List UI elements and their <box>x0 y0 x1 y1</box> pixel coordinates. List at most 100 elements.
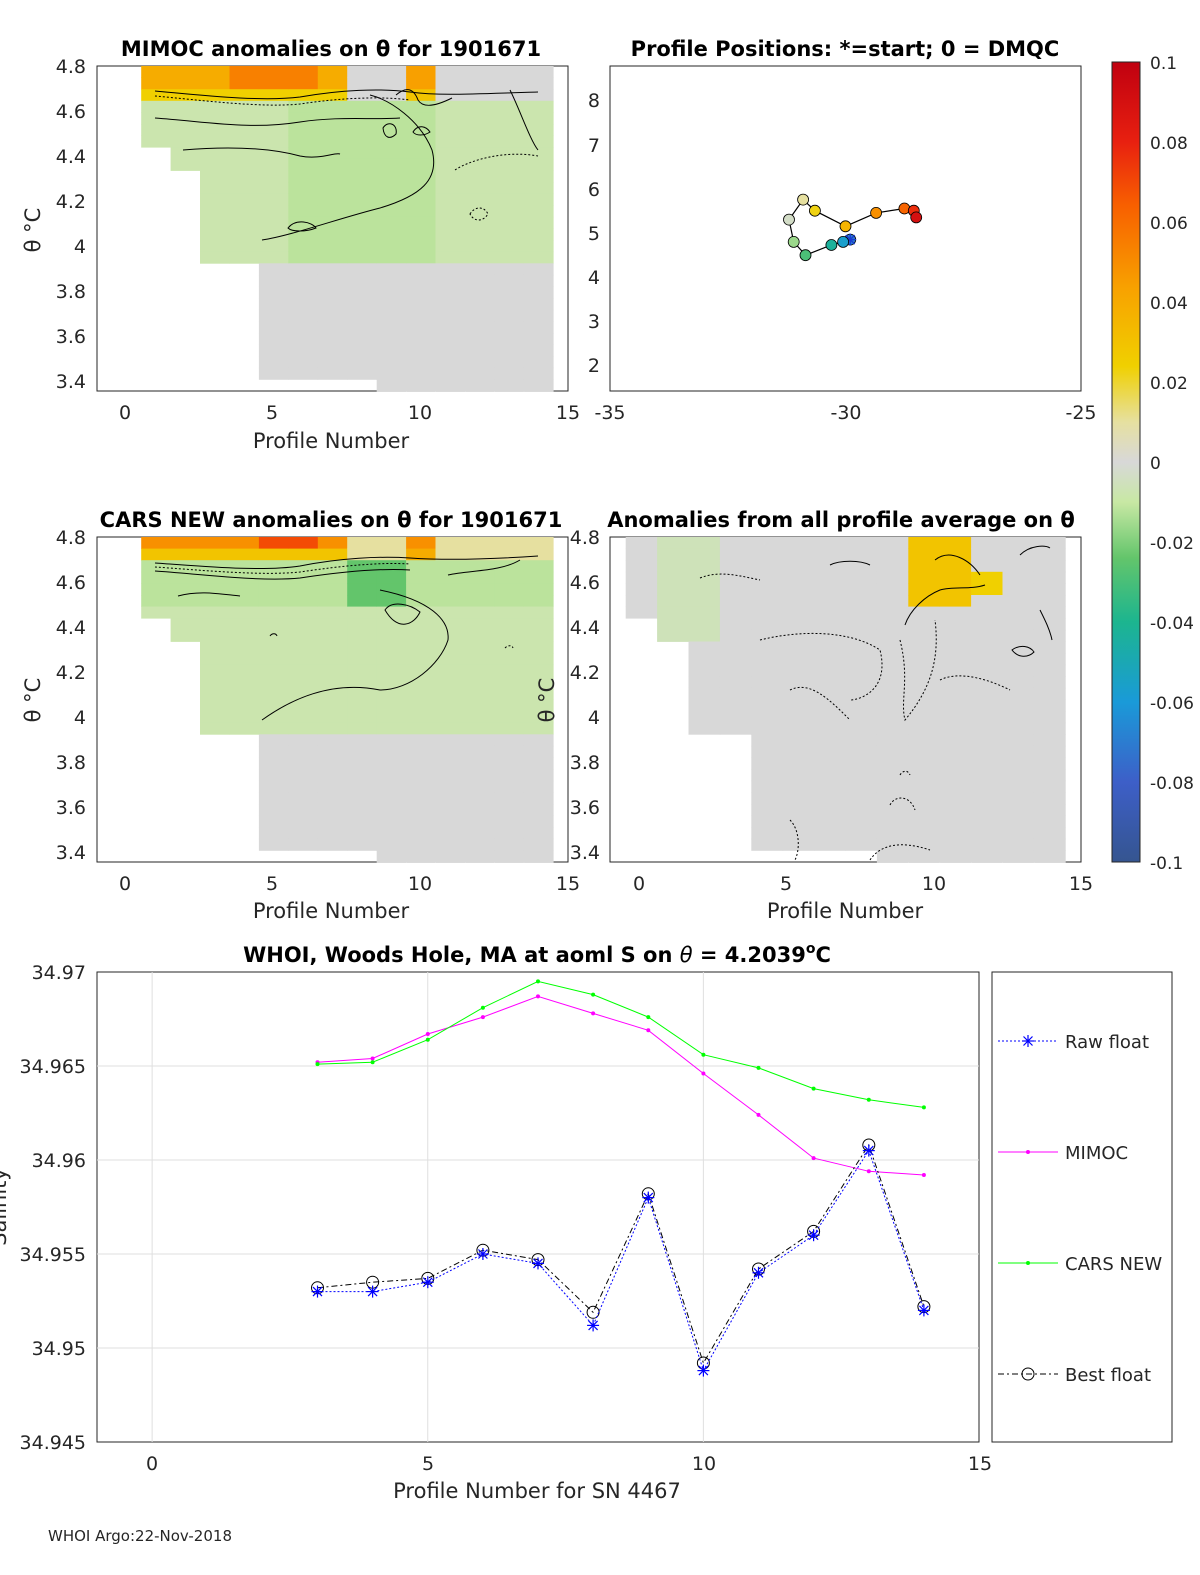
data-point <box>917 1303 931 1318</box>
heatmap-cell <box>229 653 260 666</box>
heatmap-cell <box>170 112 201 125</box>
dot-marker-icon <box>1026 1150 1030 1154</box>
heatmap-cell <box>347 792 377 805</box>
heatmap-cell <box>288 158 319 171</box>
heatmap-cell <box>1002 664 1035 677</box>
heatmap-cell <box>376 251 407 264</box>
heatmap-cell <box>1033 792 1066 805</box>
heatmap-cell <box>523 321 554 334</box>
series-line-raw-float <box>317 1149 925 1372</box>
heatmap-cell <box>523 170 554 183</box>
heatmap-cell <box>258 838 289 851</box>
heatmap-cell <box>317 792 348 805</box>
x-tick-label: 15 <box>1069 873 1093 895</box>
y-tick-label: 4 <box>588 267 600 289</box>
y-tick-label: 3.4 <box>570 842 600 864</box>
heatmap-cell <box>814 687 846 700</box>
heatmap-cell <box>494 379 525 392</box>
x-axis-ticks: -35 -30 -25 <box>594 402 1096 424</box>
data-point <box>310 1284 325 1299</box>
heatmap-cell <box>229 583 260 596</box>
heatmap-cell <box>657 595 689 607</box>
y-tick-label: 34.95 <box>32 1338 86 1360</box>
heatmap-cell <box>258 286 289 299</box>
heatmap-cell <box>435 827 466 840</box>
heatmap-cell <box>200 537 230 549</box>
heatmap-cell <box>141 583 171 596</box>
heatmap-cell <box>376 827 407 840</box>
heatmap-cell <box>814 804 846 816</box>
heatmap-cell <box>845 757 878 770</box>
heatmap-cell <box>494 298 525 311</box>
heatmap-cell <box>876 537 909 549</box>
x-axis-ticks: 0 5 10 15 <box>146 1453 992 1475</box>
heatmap-cell <box>939 571 972 584</box>
heatmap-cell <box>406 356 436 369</box>
heatmap-cell <box>688 653 721 666</box>
heatmap-cell <box>406 757 436 770</box>
heatmap-cell <box>258 344 289 357</box>
heatmap-cell <box>376 769 407 782</box>
heatmap-cell <box>523 124 554 136</box>
heatmap-cell <box>288 722 319 735</box>
heatmap-cell <box>751 687 784 700</box>
heatmap-cell <box>1033 618 1066 631</box>
heatmap-cell <box>435 757 466 770</box>
heatmap-cell <box>200 676 230 689</box>
heatmap-cell <box>435 792 466 805</box>
heatmap-cell <box>523 135 554 148</box>
heatmap-cell <box>625 560 658 573</box>
heatmap-cell <box>751 780 784 793</box>
profile-position-marker <box>783 213 795 226</box>
heatmap-cell <box>435 147 466 160</box>
heatmap-cell <box>347 170 377 183</box>
heatmap-cell <box>288 780 319 793</box>
heatmap-cell <box>200 711 230 724</box>
heatmap-cell <box>845 641 878 654</box>
heatmap-cell <box>523 792 554 805</box>
heatmap-cell <box>494 711 525 724</box>
heatmap-cell <box>523 344 554 357</box>
heatmap-cell <box>657 537 689 549</box>
heatmap-cell <box>376 321 407 334</box>
heatmap-cell <box>751 838 784 851</box>
plot-frame <box>96 971 980 1443</box>
heatmap-cell <box>376 618 407 631</box>
heatmap-cell <box>141 124 171 136</box>
heatmap-cell <box>1033 780 1066 793</box>
heatmap-cell <box>782 769 815 782</box>
heatmap-cell <box>465 653 495 666</box>
heatmap-cell <box>229 548 260 561</box>
heatmap-cell <box>494 158 525 171</box>
heatmap-cell <box>229 147 260 160</box>
heatmap-cell <box>494 583 525 596</box>
heatmap-cell <box>406 158 436 171</box>
heatmap-cell <box>523 780 554 793</box>
heatmap-cell <box>845 745 878 758</box>
heatmap-cell <box>317 112 348 125</box>
heatmap-cell <box>229 216 260 229</box>
heatmap-cell <box>435 722 466 735</box>
heatmap-cell <box>465 379 495 392</box>
heatmap-cell <box>1002 687 1035 700</box>
heatmap-cell <box>751 827 784 840</box>
heatmap-cell <box>494 641 525 654</box>
heatmap-cell <box>435 286 466 299</box>
heatmap-cell <box>406 333 436 345</box>
heatmap-cell <box>814 629 846 642</box>
heatmap-cell <box>494 309 525 322</box>
heatmap-cell <box>814 745 846 758</box>
heatmap-cell <box>1002 699 1035 712</box>
heatmap-cell <box>347 298 377 311</box>
heatmap-cell <box>523 676 554 689</box>
heatmap-cell <box>688 548 721 561</box>
heatmap-cell <box>494 89 525 102</box>
heatmap-cell <box>200 641 230 654</box>
data-point <box>866 1097 871 1102</box>
heatmap-cell <box>258 228 289 241</box>
heatmap-cell <box>435 548 466 561</box>
heatmap-cell <box>258 629 289 642</box>
heatmap-cell <box>494 367 525 380</box>
heatmap-cell <box>229 66 260 78</box>
heatmap-cell <box>258 124 289 136</box>
